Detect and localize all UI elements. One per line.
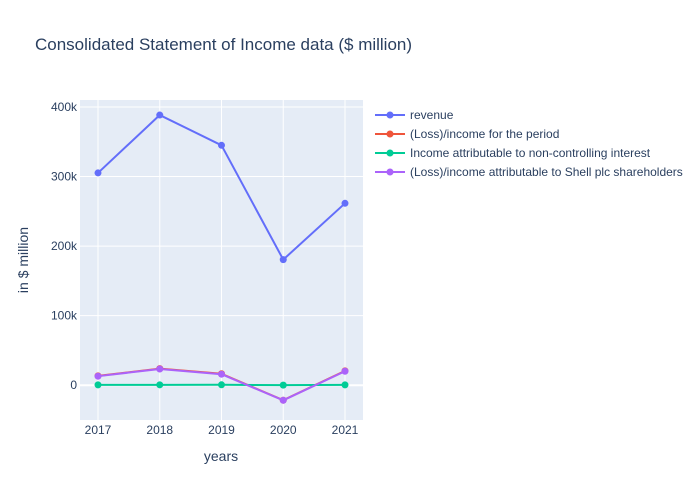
data-point[interactable] — [279, 396, 287, 404]
legend-swatch-marker — [386, 130, 394, 138]
series-1 — [94, 111, 349, 264]
data-point[interactable] — [156, 365, 164, 373]
legend-swatch-marker — [386, 111, 394, 119]
legend-swatch-marker — [386, 149, 394, 157]
data-point[interactable] — [341, 367, 349, 375]
chart-title: Consolidated Statement of Income data ($… — [35, 35, 412, 54]
x-tick-labels: 2017 2018 2019 2020 2021 — [85, 423, 359, 437]
data-point[interactable] — [341, 199, 349, 207]
legend-label: Income attributable to non-controlling i… — [410, 146, 651, 160]
data-point[interactable] — [156, 111, 164, 119]
legend-label: (Loss)/income attributable to Shell plc … — [410, 165, 683, 179]
legend-swatch-marker — [386, 168, 394, 176]
data-point[interactable] — [94, 169, 102, 177]
x-tick-label: 2020 — [270, 423, 297, 437]
legend-item[interactable]: revenue — [375, 108, 454, 122]
x-tick-label: 2018 — [146, 423, 173, 437]
legend[interactable]: revenue (Loss)/income for the period Incom… — [375, 108, 683, 179]
series-group — [94, 111, 349, 404]
legend-label: revenue — [410, 108, 454, 122]
y-tick-label: 300k — [51, 170, 78, 184]
x-tick-label: 2019 — [208, 423, 235, 437]
data-point[interactable] — [94, 372, 102, 380]
data-point[interactable] — [94, 381, 102, 389]
x-axis-title: years — [204, 448, 238, 464]
y-axis-title: in $ million — [15, 227, 31, 293]
data-point[interactable] — [218, 141, 225, 149]
y-tick-label: 200k — [51, 239, 78, 253]
x-tick-label: 2017 — [85, 423, 112, 437]
legend-item[interactable]: (Loss)/income attributable to Shell plc … — [375, 165, 683, 179]
y-tick-label: 400k — [51, 100, 78, 114]
legend-label: (Loss)/income for the period — [410, 127, 559, 141]
legend-item[interactable]: Income attributable to non-controlling i… — [375, 146, 651, 160]
legend-item[interactable]: (Loss)/income for the period — [375, 127, 559, 141]
x-tick-label: 2021 — [332, 423, 359, 437]
series-3 — [94, 381, 349, 389]
data-point[interactable] — [156, 381, 164, 389]
y-tick-label: 0 — [70, 378, 77, 392]
y-tick-label: 100k — [51, 309, 78, 323]
y-tick-labels: 0 100k 200k 300k 400k — [51, 100, 78, 392]
data-point[interactable] — [341, 381, 349, 389]
data-point[interactable] — [279, 381, 287, 389]
series-4 — [94, 365, 349, 404]
data-point[interactable] — [218, 381, 225, 389]
data-point[interactable] — [218, 370, 225, 378]
data-point[interactable] — [279, 256, 287, 264]
